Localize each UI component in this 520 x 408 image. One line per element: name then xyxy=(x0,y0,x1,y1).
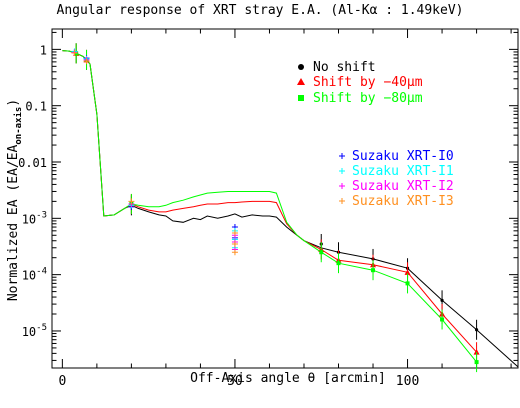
plot-frame xyxy=(51,28,519,369)
suzaku-point xyxy=(83,58,90,65)
data-point xyxy=(474,328,479,332)
legend-label: Suzaku XRT-I2 xyxy=(352,179,454,194)
legend-marker xyxy=(339,168,345,174)
y-tick-label: 10-4 xyxy=(22,267,47,283)
data-point xyxy=(474,360,479,365)
legend-marker xyxy=(339,153,345,159)
x-tick-label: 100 xyxy=(396,374,419,389)
legend-label: No shift xyxy=(313,60,376,75)
legend-marker xyxy=(297,78,305,85)
legend-label: Shift by −80μm xyxy=(313,91,423,106)
y-tick-label: 0.01 xyxy=(18,156,47,170)
legend-label: Suzaku XRT-I1 xyxy=(352,164,454,179)
y-tick-label: 0.1 xyxy=(25,100,47,114)
x-tick-label: 0 xyxy=(58,374,66,389)
legend-label: Suzaku XRT-I3 xyxy=(352,194,454,209)
legend-label: Suzaku XRT-I0 xyxy=(352,149,454,164)
data-point xyxy=(371,268,376,273)
suzaku-point xyxy=(231,241,238,248)
data-point xyxy=(405,281,410,286)
legend-marker xyxy=(298,95,304,101)
x-tick-label: 50 xyxy=(227,374,243,389)
plot-area: 0 50 100 1 0.1 0.01 10-3 10-4 10-5 xyxy=(18,28,519,389)
chart-title: Angular response of XRT stray E.A. (Al-K… xyxy=(57,3,464,18)
y-axis-label: Normalized EA (EA/EAon-axis) xyxy=(6,99,24,301)
legend-marker xyxy=(339,183,345,189)
legend-label: Shift by −40μm xyxy=(313,75,423,90)
legend-marker xyxy=(339,198,345,204)
x-axis-label: Off-Axis angle θ [arcmin] xyxy=(190,371,386,386)
data-point xyxy=(336,261,341,266)
suzaku-point xyxy=(231,249,238,256)
data-point xyxy=(319,250,324,255)
suzaku-point xyxy=(128,198,135,205)
y-tick-label: 10-3 xyxy=(22,210,47,226)
data-point xyxy=(440,317,445,322)
data-point xyxy=(404,269,411,275)
suzaku-point xyxy=(71,50,78,57)
legend-marker xyxy=(298,64,304,70)
y-tick-label: 1 xyxy=(40,43,47,57)
data-point xyxy=(440,298,444,302)
data-point xyxy=(473,349,480,355)
suzaku-point xyxy=(231,229,238,236)
series-line xyxy=(62,50,477,363)
y-tick-label: 10-5 xyxy=(22,323,47,339)
